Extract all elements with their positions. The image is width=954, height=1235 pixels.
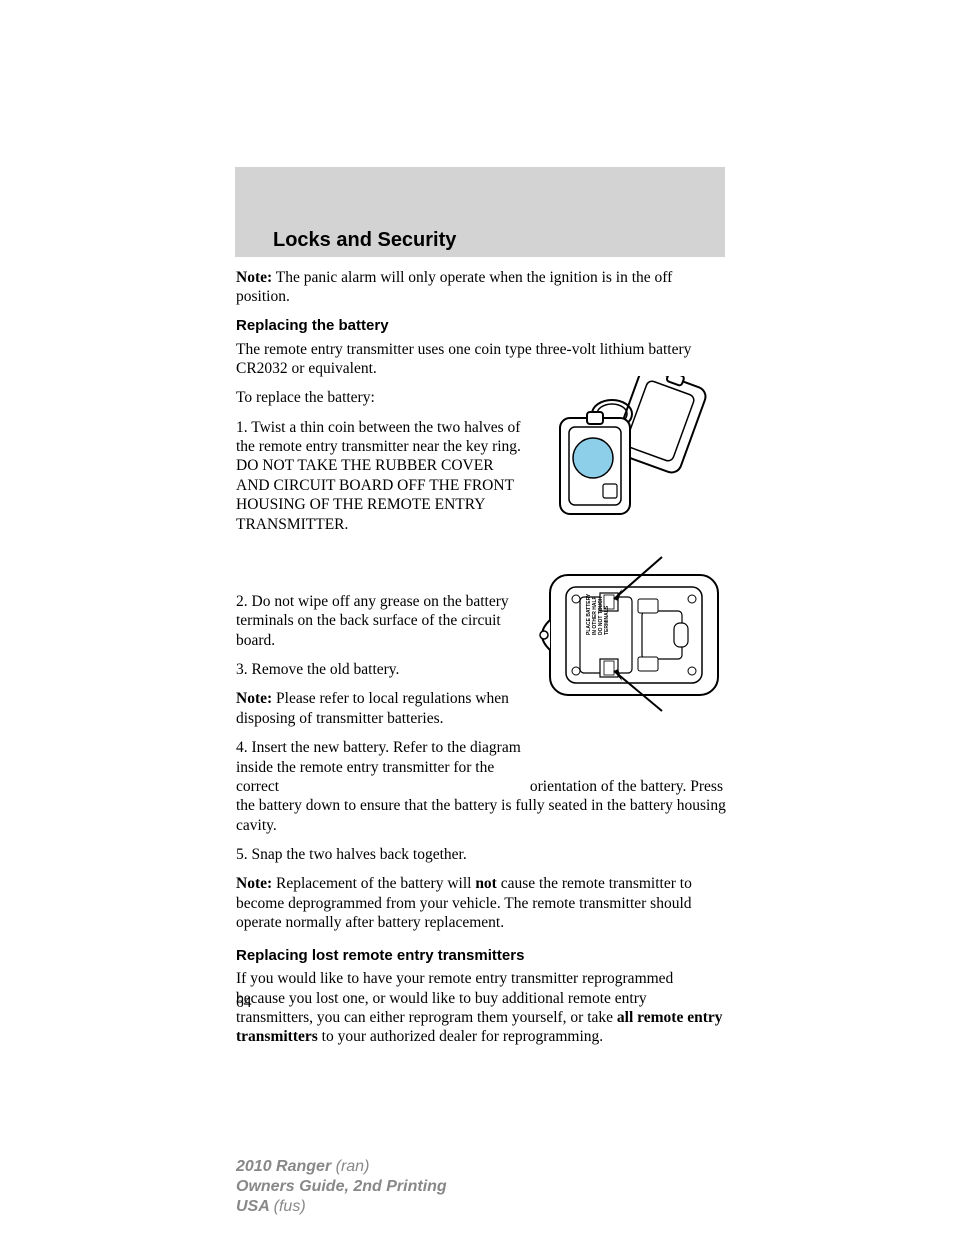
page-number: 64 [236, 994, 252, 1012]
section-title: Locks and Security [273, 229, 456, 252]
note-disposal: Note: Please refer to local regulations … [236, 689, 526, 728]
p8a: If you would like to have your remote en… [236, 970, 673, 1026]
note-text: Please refer to local regulations when d… [236, 690, 509, 726]
figure-transmitter-internals: PLACE BATTERY IN OTHER HALF DO NOT TOUCH… [532, 555, 724, 713]
footer-code2: (fus) [274, 1198, 306, 1215]
footer-code1: (ran) [336, 1158, 370, 1175]
note3a: Replacement of the battery will [272, 875, 475, 892]
footer-line1: 2010 Ranger (ran) [236, 1157, 447, 1177]
para-step5: 5. Snap the two halves back together. [236, 845, 726, 864]
para-step1: 1. Twist a thin coin between the two hal… [236, 418, 526, 534]
note-text: The panic alarm will only operate when t… [236, 269, 672, 305]
note-label: Note: [236, 269, 272, 286]
step4-col: 4. Insert the new battery. Refer to the … [236, 738, 526, 796]
para-step2: 2. Do not wipe off any grease on the bat… [236, 592, 526, 650]
footer-model: 2010 Ranger [236, 1158, 336, 1175]
para-step3: 3. Remove the old battery. [236, 660, 526, 679]
para-step4: 4. Insert the new battery. Refer to the … [236, 738, 726, 835]
footer-line3: USA (fus) [236, 1197, 447, 1217]
p8b: to your authorized dealer for reprogramm… [318, 1028, 603, 1045]
fig2-label4: TERMINALS [604, 605, 610, 635]
subhead-replacing-lost: Replacing lost remote entry transmitters [236, 947, 726, 966]
para-reprogram: If you would like to have your remote en… [236, 969, 726, 1047]
footer: 2010 Ranger (ran) Owners Guide, 2nd Prin… [236, 1157, 447, 1217]
footer-region: USA [236, 1198, 274, 1215]
figure-keyfob-halves [540, 376, 720, 526]
footer-line2: Owners Guide, 2nd Printing [236, 1177, 447, 1197]
not-bold: not [475, 875, 497, 892]
note-panic-alarm: Note: The panic alarm will only operate … [236, 268, 726, 307]
subhead-replacing-battery: Replacing the battery [236, 317, 726, 336]
para-battery-type: The remote entry transmitter uses one co… [236, 340, 726, 379]
note-label: Note: [236, 875, 272, 892]
note-deprogram: Note: Replacement of the battery will no… [236, 874, 726, 932]
note-label: Note: [236, 690, 272, 707]
